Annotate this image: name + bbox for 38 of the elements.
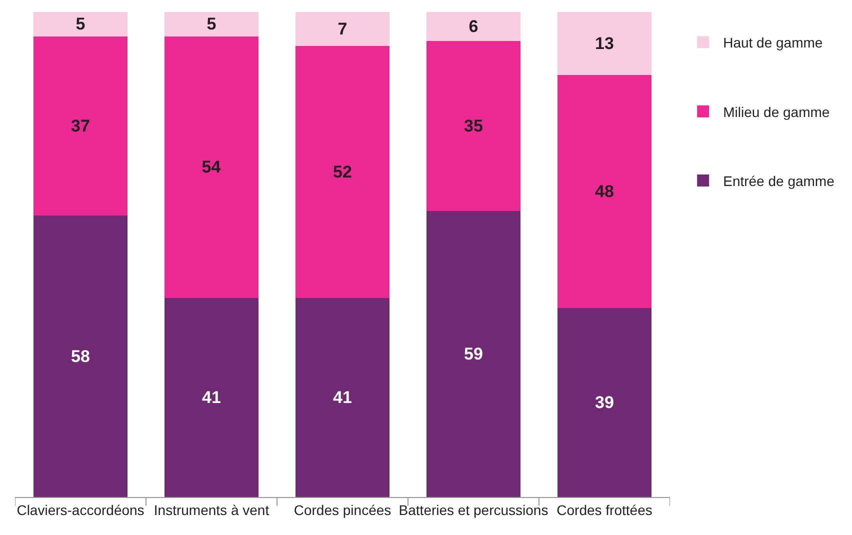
bar <box>426 41 521 211</box>
bar <box>426 12 521 42</box>
data-label: 5 <box>206 14 216 34</box>
data-label: 5 <box>76 14 86 34</box>
x-tick-label: Cordes frottées <box>556 502 652 518</box>
data-label: 52 <box>333 162 352 182</box>
data-label: 41 <box>333 388 352 408</box>
data-label: 13 <box>595 34 614 54</box>
bar <box>426 210 521 497</box>
x-tick-label: Batteries et percussions <box>398 502 548 518</box>
data-label: 54 <box>202 158 222 177</box>
legend-label: Haut de gamme <box>723 34 823 51</box>
bar <box>557 75 652 308</box>
bar <box>295 298 390 497</box>
bar <box>164 298 259 497</box>
bar <box>295 12 390 46</box>
data-label: 37 <box>71 116 90 136</box>
data-label: 35 <box>464 116 483 136</box>
data-label: 58 <box>71 346 90 366</box>
bar <box>295 46 390 298</box>
bar <box>557 308 652 497</box>
bar <box>33 36 128 216</box>
bar <box>164 36 259 298</box>
data-label: 6 <box>468 17 478 36</box>
x-tick-label: Cordes pincées <box>294 502 392 518</box>
bar <box>164 12 259 36</box>
bar <box>557 12 652 76</box>
x-tick-label: Instruments à vent <box>154 502 270 518</box>
data-label: 59 <box>464 344 483 364</box>
data-label: 39 <box>595 392 614 412</box>
bar <box>33 216 128 497</box>
x-tick-label: Claviers-accordéons <box>16 502 144 518</box>
data-label: 41 <box>202 388 221 408</box>
data-label: 48 <box>595 182 614 201</box>
legend-label: Milieu de gamme <box>723 104 830 120</box>
bar <box>33 12 128 36</box>
legend-label: Entrée de gamme <box>723 173 835 190</box>
data-label: 7 <box>338 19 348 38</box>
